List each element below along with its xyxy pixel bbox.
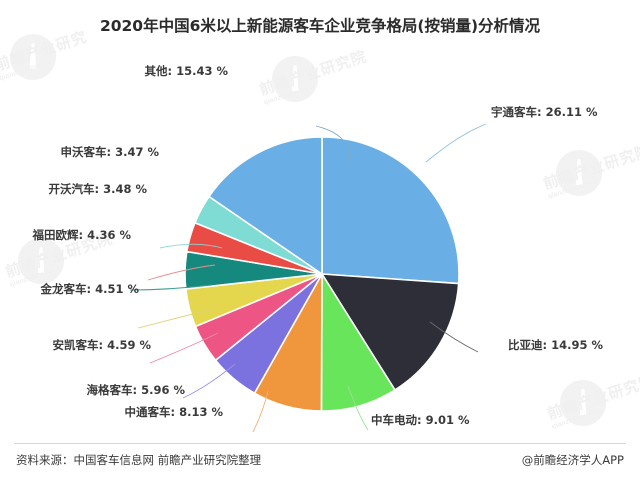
pie-chart-svg [129,123,487,432]
source-text: 资料来源：中国客车信息网 前瞻产业研究院整理 [16,453,262,467]
leader-line-other [315,125,350,163]
leader-line-byd [429,321,479,353]
leader-line-higer [182,363,236,399]
pie-label-higer: 海格客车: 5.96 % [86,383,185,397]
leader-line-kinglong [137,308,214,329]
leader-line-skywell [147,264,216,281]
pie-label-kinglong: 金龙客车: 4.51 % [40,282,139,296]
pie-label-zhongtong: 中通客车: 8.13 % [124,405,223,419]
leader-line-foton [129,284,213,291]
footer-divider [14,443,626,444]
pie-label-ankai: 安凯客车: 4.59 % [52,338,151,352]
pie-label-skywell: 开沃汽车: 3.48 % [48,182,147,196]
pie-label-crrc: 中车电动: 9.01 % [371,413,470,427]
pie-label-byd: 比亚迪: 14.95 % [508,338,604,352]
pie-slice[interactable] [320,273,460,392]
chart-title: 2020年中国6米以上新能源客车企业竞争格局(按销量)分析情况 [99,17,541,35]
leader-line-zhongtong [252,390,269,432]
pie-chart-area [0,52,640,432]
pie-slices-group [184,136,460,412]
leader-lines-group [129,123,487,432]
app-credit: @前瞻经济学人APP [521,453,624,467]
pie-slice[interactable] [207,136,323,276]
pie-label-yutong: 宇通客车: 26.11 % [491,105,598,119]
leader-line-ankai [149,332,219,364]
leader-line-yutong [425,123,487,163]
leader-line-sunwin [159,243,223,249]
leader-line-crrc [347,385,369,431]
pie-label-other: 其他: 15.43 % [144,64,228,78]
pie-slice[interactable] [321,136,460,285]
pie-label-foton: 福田欧辉: 4.36 % [32,228,131,242]
pie-label-sunwin: 申沃客车: 3.47 % [60,145,159,159]
